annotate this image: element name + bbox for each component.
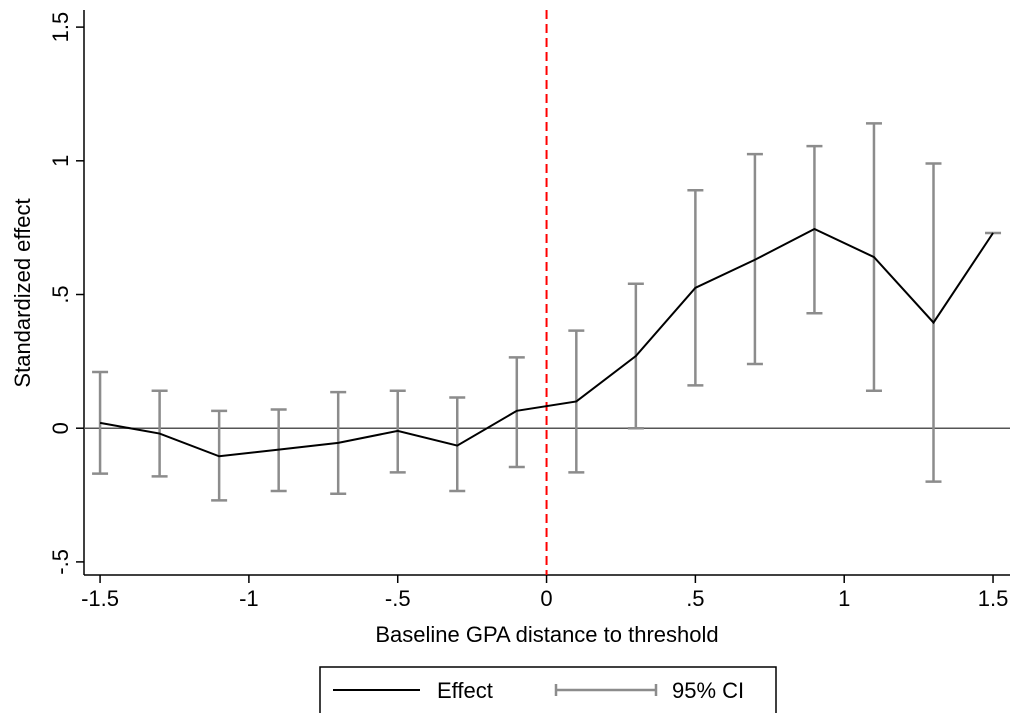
- x-tick-label: 1.5: [978, 586, 1009, 611]
- legend-swatch: [554, 684, 658, 696]
- x-tick-label: -.5: [385, 586, 411, 611]
- y-tick-label: -.5: [48, 549, 73, 575]
- error-bar: [92, 370, 109, 475]
- y-tick-label: .5: [48, 285, 73, 303]
- y-tick-label: 1: [48, 155, 73, 167]
- x-tick-label: -1: [239, 586, 259, 611]
- y-axis-title: Standardized effect: [10, 198, 35, 387]
- x-axis-title: Baseline GPA distance to threshold: [375, 622, 718, 647]
- y-tick-label: 0: [48, 422, 73, 434]
- x-tick-label: -1.5: [81, 586, 119, 611]
- x-tick-label: .5: [686, 586, 704, 611]
- x-tick-label: 0: [540, 586, 552, 611]
- legend-label: Effect: [437, 678, 493, 703]
- y-tick-label: 1.5: [48, 12, 73, 43]
- error-bar: [449, 396, 466, 493]
- error-bar: [508, 356, 525, 469]
- effect-line: [99, 227, 994, 458]
- legend-label: 95% CI: [672, 678, 744, 703]
- x-tick-label: 1: [838, 586, 850, 611]
